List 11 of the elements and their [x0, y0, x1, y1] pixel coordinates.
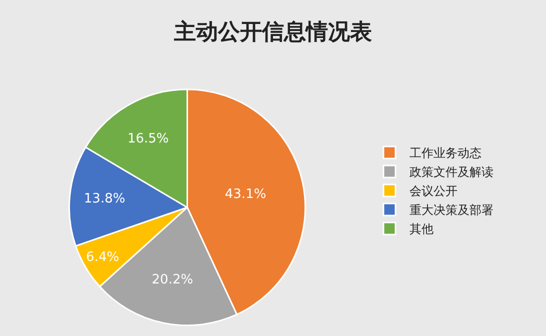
legend-label: 重大决策及部署 — [409, 203, 494, 218]
chart-title: 主动公开信息情况表 — [173, 18, 372, 44]
data-label: 13.8% — [84, 192, 126, 207]
legend-label: 会议公开 — [409, 184, 458, 198]
legend-label: 其他 — [409, 222, 434, 236]
legend-label: 工作业务动态 — [409, 146, 482, 160]
data-label: 43.1% — [224, 187, 266, 202]
data-label: 20.2% — [152, 272, 194, 288]
data-label: 6.4% — [86, 250, 120, 265]
data-label: 16.5% — [127, 131, 169, 146]
legend-label: 政策文件及解读 — [409, 165, 494, 180]
